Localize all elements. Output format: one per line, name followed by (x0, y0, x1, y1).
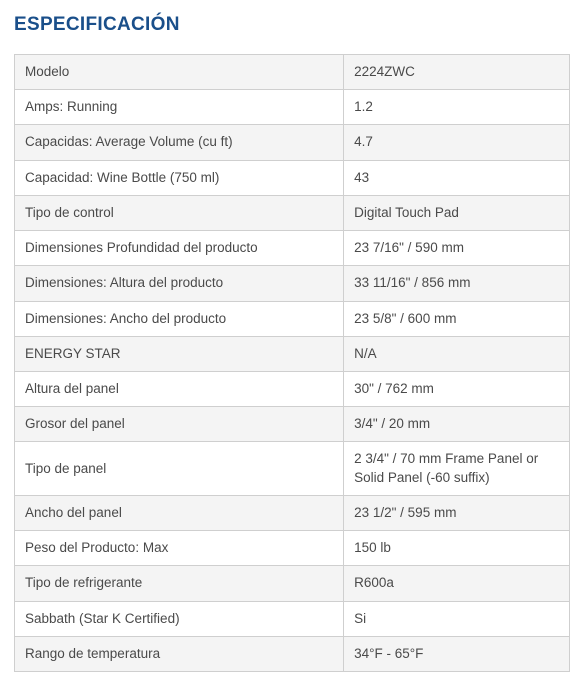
spec-value: 23 7/16" / 590 mm (344, 231, 570, 266)
spec-label: Modelo (15, 55, 344, 90)
spec-label: Tipo de panel (15, 442, 344, 495)
spec-label: Peso del Producto: Max (15, 531, 344, 566)
spec-label: Ancho del panel (15, 495, 344, 530)
table-row: Tipo de panel2 3/4" / 70 mm Frame Panel … (15, 442, 570, 495)
table-row: ENERGY STARN/A (15, 336, 570, 371)
table-row: Rango de temperatura34°F - 65°F (15, 636, 570, 671)
spec-label: Tipo de control (15, 195, 344, 230)
table-row: Capacidas: Average Volume (cu ft)4.7 (15, 125, 570, 160)
spec-label: Amps: Running (15, 90, 344, 125)
spec-label: Capacidas: Average Volume (cu ft) (15, 125, 344, 160)
spec-value: 2224ZWC (344, 55, 570, 90)
spec-value: 3/4" / 20 mm (344, 407, 570, 442)
spec-value: 150 lb (344, 531, 570, 566)
table-row: Capacidad: Wine Bottle (750 ml)43 (15, 160, 570, 195)
spec-value: Si (344, 601, 570, 636)
spec-value: 1.2 (344, 90, 570, 125)
table-row: Grosor del panel3/4" / 20 mm (15, 407, 570, 442)
spec-value: R600a (344, 566, 570, 601)
table-row: Altura del panel30" / 762 mm (15, 371, 570, 406)
spec-value: 33 11/16" / 856 mm (344, 266, 570, 301)
spec-label: Sabbath (Star K Certified) (15, 601, 344, 636)
spec-value: 23 1/2" / 595 mm (344, 495, 570, 530)
spec-heading: ESPECIFICACIÓN (14, 14, 570, 36)
spec-value: 4.7 (344, 125, 570, 160)
table-row: Ancho del panel23 1/2" / 595 mm (15, 495, 570, 530)
spec-label: Capacidad: Wine Bottle (750 ml) (15, 160, 344, 195)
spec-label: Altura del panel (15, 371, 344, 406)
table-row: Modelo2224ZWC (15, 55, 570, 90)
spec-value: Digital Touch Pad (344, 195, 570, 230)
spec-label: Dimensiones: Ancho del producto (15, 301, 344, 336)
spec-label: ENERGY STAR (15, 336, 344, 371)
table-row: Peso del Producto: Max150 lb (15, 531, 570, 566)
table-row: Dimensiones: Altura del producto33 11/16… (15, 266, 570, 301)
spec-value: N/A (344, 336, 570, 371)
spec-table-body: Modelo2224ZWCAmps: Running1.2Capacidas: … (15, 55, 570, 672)
table-row: Dimensiones: Ancho del producto23 5/8" /… (15, 301, 570, 336)
spec-label: Dimensiones Profundidad del producto (15, 231, 344, 266)
spec-value: 2 3/4" / 70 mm Frame Panel or Solid Pane… (344, 442, 570, 495)
table-row: Tipo de controlDigital Touch Pad (15, 195, 570, 230)
spec-label: Tipo de refrigerante (15, 566, 344, 601)
spec-label: Grosor del panel (15, 407, 344, 442)
spec-label: Dimensiones: Altura del producto (15, 266, 344, 301)
table-row: Tipo de refrigeranteR600a (15, 566, 570, 601)
spec-value: 43 (344, 160, 570, 195)
spec-table: Modelo2224ZWCAmps: Running1.2Capacidas: … (14, 54, 570, 672)
spec-value: 23 5/8" / 600 mm (344, 301, 570, 336)
table-row: Dimensiones Profundidad del producto23 7… (15, 231, 570, 266)
spec-value: 30" / 762 mm (344, 371, 570, 406)
spec-label: Rango de temperatura (15, 636, 344, 671)
spec-value: 34°F - 65°F (344, 636, 570, 671)
table-row: Amps: Running1.2 (15, 90, 570, 125)
table-row: Sabbath (Star K Certified)Si (15, 601, 570, 636)
spec-page: ESPECIFICACIÓN Modelo2224ZWCAmps: Runnin… (0, 0, 584, 692)
